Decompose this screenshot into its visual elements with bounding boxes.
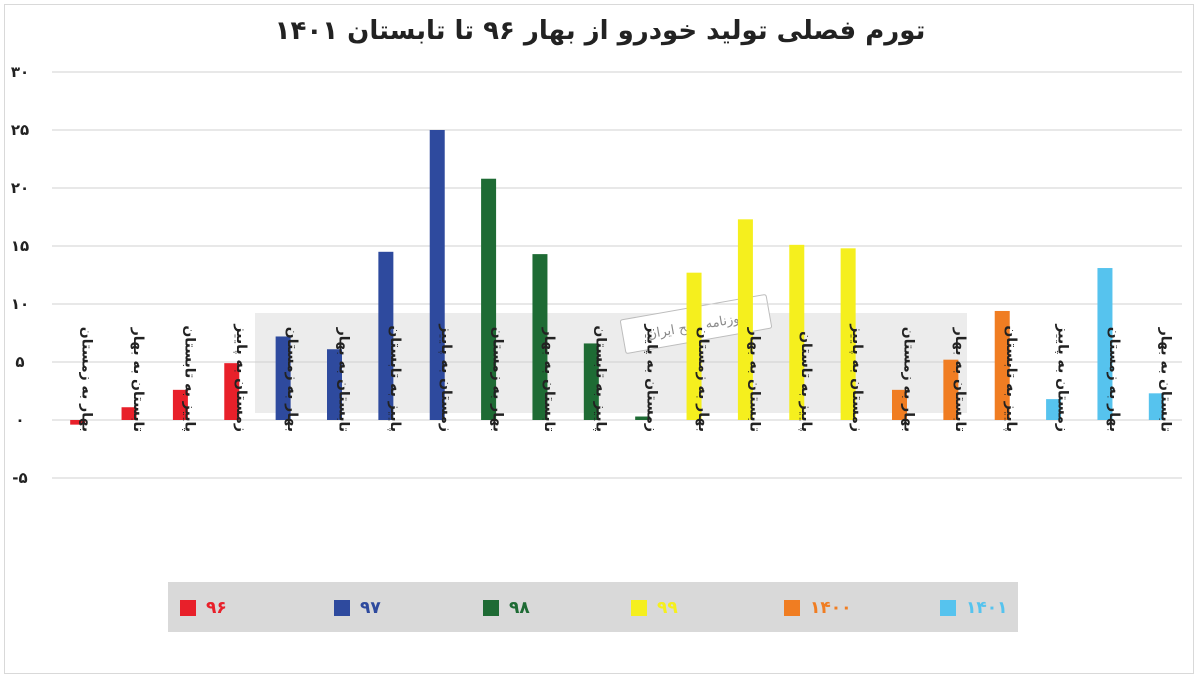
bar [70,420,86,425]
legend-label: ۱۴۰۰ [810,598,852,618]
legend-swatch [180,600,196,616]
bar [1148,393,1164,420]
y-tick-label: ۱۵ [11,237,29,255]
legend-item: ۹۷ [334,597,381,619]
x-tick-label: بهار به زمستان [490,327,506,432]
bar [789,244,805,420]
x-tick-label: بهار به زمستان [695,327,711,432]
legend: ۹۶ ۹۷ ۹۸ ۹۹ ۱۴۰۰ ۱۴۰۱ [168,582,1018,632]
bar [840,248,856,420]
legend-item: ۹۹ [631,597,678,619]
x-tick-label: پاییز به تابستان [387,325,403,432]
legend-label: ۹۸ [509,598,530,618]
bar [121,407,137,420]
x-tick-label: تابستان به بهار [336,327,352,432]
x-tick-label: پاییز به تابستان [181,325,197,432]
x-tick-label: تابستان به بهار [130,327,146,432]
y-tick-label: ۱۰ [11,295,29,313]
bar [635,416,651,420]
bar [224,363,240,420]
legend-label: ۹۶ [206,598,227,618]
y-tick-label: ۲۵ [11,121,29,139]
x-tick-label: پاییز به تابستان [592,325,608,432]
x-tick-label: بهار به زمستان [284,327,300,432]
legend-label: ۱۴۰۱ [966,598,1008,618]
x-tick-label: تابستان به بهار [1157,327,1173,432]
x-tick-label: بهار به زمستان [1106,327,1122,432]
bar [429,130,445,420]
bar [943,359,959,420]
bar [275,336,291,420]
bar [583,343,599,420]
x-tick-label: زمستان به پاییز [1055,323,1071,432]
legend-item: ۹۶ [180,597,227,619]
bar [172,389,188,420]
bar [686,272,702,420]
y-tick-label: -۵ [12,469,27,487]
legend-label: ۹۹ [657,598,678,618]
bar [378,251,394,420]
bar [481,178,497,420]
legend-item: ۱۴۰۱ [940,597,1008,619]
bar [532,254,548,420]
bar [892,389,907,420]
x-tick-label: زمستان به پاییز [438,323,454,432]
legend-item: ۹۸ [483,597,530,619]
x-tick-label: زمستان به پاییز [849,323,865,432]
x-tick-label: زمستان به پاییز [233,323,249,432]
legend-swatch [784,600,800,616]
y-tick-label: ۲۰ [11,179,29,197]
legend-swatch [631,600,647,616]
x-tick-label: پاییز به تابستان [1003,325,1019,432]
chart-title: تورم فصلی تولید خودرو از بهار ۹۶ تا تابس… [274,16,926,46]
y-tick-label: ۳۰ [11,63,29,81]
legend-swatch [483,600,499,616]
legend-item: ۱۴۰۰ [784,597,852,619]
x-tick-label: پاییز به تاستان [798,331,814,432]
bar [994,310,1010,420]
x-tick-label: زمستان به پاییز [644,323,660,432]
x-tick-label: بهار به زمستان [901,327,917,432]
y-tick-label: ۰ [15,411,24,429]
x-tick-label: تابستان به بهار [541,327,557,432]
bar [1097,268,1113,420]
bar [1046,399,1062,420]
legend-swatch [334,600,350,616]
bar [327,349,342,420]
x-tick-label: تابستان به بهار [952,327,968,432]
x-tick-label: تابستان به بهار [746,327,762,432]
bar [737,219,753,420]
x-tick-label: بهار به زمستان [79,327,95,432]
legend-swatch [940,600,956,616]
legend-label: ۹۷ [360,598,381,618]
y-tick-label: ۵ [15,353,24,371]
